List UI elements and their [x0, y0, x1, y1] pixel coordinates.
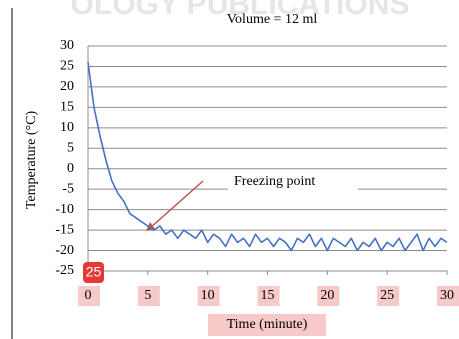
- tick-highlight: [377, 286, 400, 306]
- tick-highlight: [257, 286, 280, 306]
- y-tick-label: 30: [60, 38, 74, 53]
- tick-highlight: [78, 286, 100, 306]
- badge: 25: [86, 264, 102, 280]
- y-tick-label: 0: [67, 161, 74, 176]
- y-tick-label: -25: [55, 263, 74, 278]
- y-tick-label: -20: [55, 243, 74, 258]
- y-tick-label: 10: [60, 120, 74, 135]
- tick-highlight: [437, 286, 459, 306]
- label-highlight: [208, 314, 326, 336]
- y-axis-label: Temperature (°C): [24, 111, 39, 210]
- annotation-bg: [228, 170, 358, 194]
- y-tick-label: 5: [67, 140, 74, 155]
- temperature-line: [87, 62, 448, 252]
- y-tick-label: -15: [55, 222, 74, 237]
- chart-title: Volume = 12 ml: [227, 12, 318, 27]
- x-tick-label: 10: [201, 288, 215, 303]
- annotation-arrow: [149, 180, 204, 229]
- y-tick-label: -5: [62, 181, 74, 196]
- y-tick-label: 15: [60, 100, 74, 115]
- x-tick-label: 0: [85, 288, 92, 303]
- x-tick-label: 25: [380, 288, 394, 303]
- x-tick-label: 30: [440, 288, 454, 303]
- x-tick-label: 15: [261, 288, 275, 303]
- watermark: OLOGY PUBLICATIONS: [71, 0, 410, 21]
- annotation: Freezing point: [234, 174, 315, 189]
- x-axis-label: Time (minute): [227, 317, 308, 332]
- y-tick-label: 20: [60, 79, 74, 94]
- y-tick-label: -10: [55, 202, 74, 217]
- x-tick-label: 20: [320, 288, 334, 303]
- tick-highlight: [137, 286, 160, 306]
- x-tick-label: 5: [144, 288, 151, 303]
- tick-highlight: [317, 286, 340, 306]
- tick-highlight: [197, 286, 220, 306]
- y-tick-label: 25: [60, 59, 74, 74]
- badge-bg: [83, 262, 104, 283]
